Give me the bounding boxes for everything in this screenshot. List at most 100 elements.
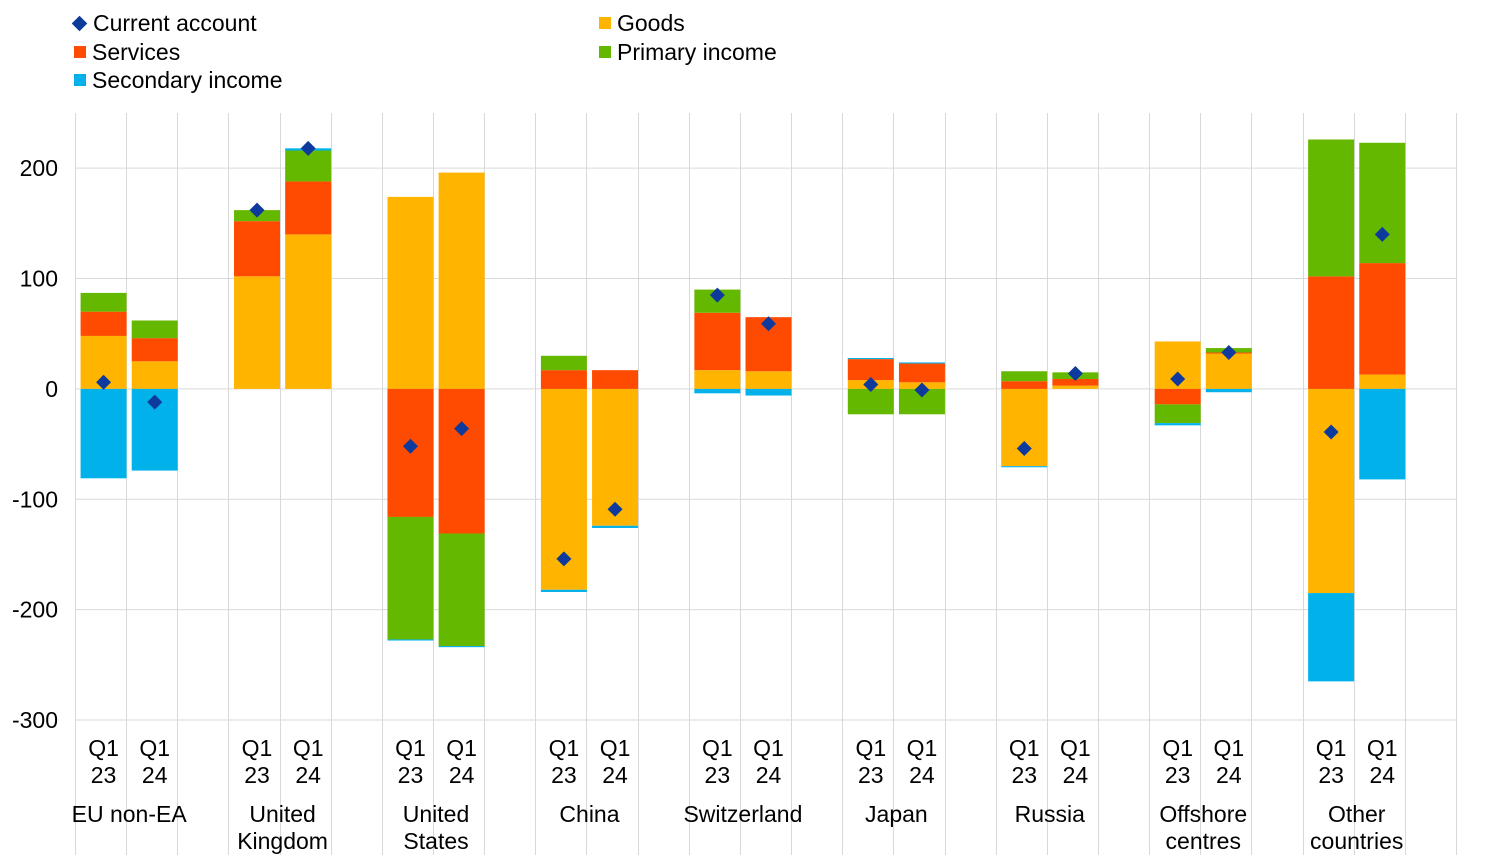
current-account-marker — [454, 421, 470, 437]
x-period-label: Q1 23 — [1009, 735, 1040, 788]
bar-secondary-income — [745, 388, 792, 396]
x-period-label: Q1 23 — [88, 735, 119, 788]
y-tick-label: -300 — [12, 707, 58, 733]
bar-goods — [1359, 374, 1406, 389]
bar-secondary-income — [387, 639, 434, 641]
bar-primary-income — [438, 533, 485, 647]
x-period-label: Q1 24 — [600, 735, 631, 788]
current-account-marker — [1221, 344, 1237, 360]
bar-services — [1308, 276, 1355, 389]
bar-secondary-income — [847, 358, 894, 360]
bar-primary-income — [1359, 142, 1406, 264]
bar-goods — [1052, 385, 1099, 389]
x-period-label: Q1 23 — [702, 735, 733, 788]
bar-secondary-income — [1205, 388, 1252, 393]
current-account-marker — [300, 140, 316, 156]
bar-services — [285, 181, 332, 235]
x-group-label: United Kingdom — [237, 801, 328, 854]
current-account-marker — [863, 376, 879, 392]
x-period-label: Q1 24 — [1367, 735, 1398, 788]
bar-secondary-income — [1154, 423, 1201, 426]
bar-primary-income — [387, 516, 434, 640]
legend-item-primary-income: Primary income — [599, 38, 777, 66]
bar-services — [1001, 381, 1048, 389]
x-group-label: United States — [403, 801, 469, 854]
bar-primary-income — [1308, 139, 1355, 277]
legend-swatch-services — [74, 46, 86, 58]
y-tick-label: 100 — [20, 266, 58, 292]
x-period-label: Q1 23 — [1162, 735, 1193, 788]
y-tick-label: -200 — [12, 597, 58, 623]
x-period-label: Q1 24 — [907, 735, 938, 788]
bar-goods — [694, 370, 741, 389]
bar-primary-income — [80, 292, 127, 312]
bar-services — [847, 359, 894, 381]
current-account-marker — [402, 438, 418, 454]
bar-primary-income — [847, 388, 894, 415]
legend-label-services: Services — [92, 39, 181, 65]
x-period-label: Q1 24 — [1060, 735, 1091, 788]
x-period-label: Q1 24 — [446, 735, 477, 788]
bar-services — [1154, 388, 1201, 405]
current-account-marker — [1016, 441, 1032, 457]
bar-primary-income — [540, 355, 587, 371]
legend-swatch-primary-income — [599, 46, 611, 58]
bar-secondary-income — [592, 525, 639, 528]
bar-services — [438, 388, 485, 534]
bar-secondary-income — [898, 362, 945, 364]
bar-goods — [387, 196, 434, 389]
current-account-marker — [1374, 226, 1390, 242]
x-group-label: Russia — [1015, 801, 1086, 827]
x-group-label: Switzerland — [683, 801, 802, 827]
bar-primary-income — [1154, 404, 1201, 424]
x-group-label: China — [559, 801, 619, 827]
bar-primary-income — [1001, 371, 1048, 382]
current-account-marker — [1067, 365, 1083, 381]
bar-goods — [285, 234, 332, 389]
bar-goods — [1308, 388, 1355, 594]
current-account-marker — [914, 382, 930, 398]
legend-swatch-secondary-income — [74, 74, 86, 86]
legend-label-secondary-income: Secondary income — [92, 67, 283, 93]
bar-services — [1359, 263, 1406, 375]
x-period-label: Q1 23 — [1316, 735, 1347, 788]
bar-secondary-income — [1359, 388, 1406, 480]
x-period-label: Q1 23 — [549, 735, 580, 788]
x-period-label: Q1 24 — [1213, 735, 1244, 788]
current-account-marker — [249, 202, 265, 218]
bar-secondary-income — [438, 646, 485, 648]
x-period-label: Q1 23 — [395, 735, 426, 788]
y-tick-label: -100 — [12, 486, 58, 512]
current-account-marker — [709, 287, 725, 303]
current-account-marker — [1170, 371, 1186, 387]
x-period-label: Q1 24 — [293, 735, 324, 788]
bar-primary-income — [131, 320, 178, 339]
x-period-label: Q1 23 — [855, 735, 886, 788]
bar-services — [592, 370, 639, 389]
bar-secondary-income — [1308, 593, 1355, 682]
x-group-label: Other countries — [1310, 801, 1403, 854]
legend-label-current-account: Current account — [93, 10, 257, 36]
legend-item-current-account: Current account — [71, 9, 257, 37]
x-period-label: Q1 24 — [139, 735, 170, 788]
legend-item-services: Services — [74, 38, 180, 66]
bar-services — [1052, 378, 1099, 386]
bar-goods — [131, 361, 178, 389]
x-period-label: Q1 23 — [242, 735, 273, 788]
current-account-marker — [607, 501, 623, 517]
bar-goods — [234, 276, 281, 389]
bar-services — [80, 311, 127, 336]
y-tick-label: 200 — [20, 155, 58, 181]
bar-secondary-income — [80, 388, 127, 479]
bar-services — [898, 363, 945, 383]
bar-services — [234, 221, 281, 277]
bar-secondary-income — [694, 388, 741, 394]
x-period-label: Q1 24 — [753, 735, 784, 788]
chart-legend: Current account Goods Services Primary i… — [0, 0, 1500, 100]
x-group-label: EU non-EA — [72, 801, 188, 827]
legend-swatch-goods — [599, 17, 611, 29]
y-tick-label: 0 — [45, 376, 58, 402]
current-account-marker — [761, 316, 776, 332]
bar-services — [131, 338, 178, 362]
